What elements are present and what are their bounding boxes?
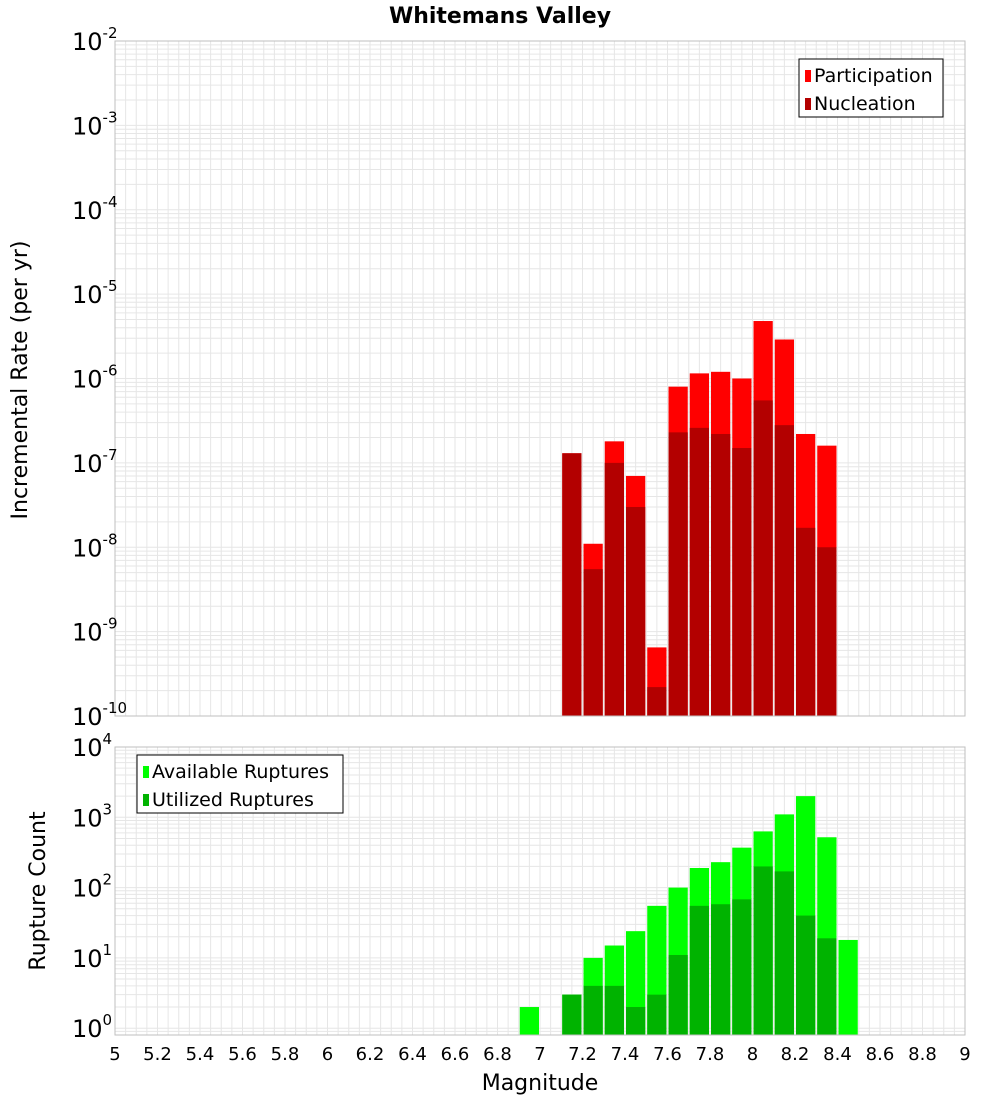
bar-utilized [626, 1007, 646, 1035]
bar-nucleation [711, 433, 731, 716]
x-tick-label: 6.8 [483, 1044, 512, 1065]
bar-available [838, 939, 858, 1035]
y-tick-label: 10-3 [72, 108, 118, 140]
bar-nucleation [668, 432, 688, 716]
bar-nucleation [604, 462, 624, 716]
bar-nucleation [732, 448, 752, 716]
legend-box [798, 58, 944, 118]
bar-utilized [796, 915, 816, 1035]
legend-1: Available Ruptures Utilized Ruptures [136, 754, 344, 814]
y-tick-label: 10-7 [72, 446, 118, 478]
y-tick-label: 10-9 [72, 615, 118, 647]
x-tick-label: 7.2 [568, 1044, 597, 1065]
legend-swatch [805, 70, 811, 82]
bar-utilized [732, 899, 752, 1035]
x-tick-label: 5.2 [143, 1044, 172, 1065]
x-tick-label: 8.8 [908, 1044, 937, 1065]
x-tick-label: 9 [959, 1044, 970, 1065]
x-tick-label: 8.2 [781, 1044, 810, 1065]
bar-nucleation [796, 527, 816, 716]
y-tick-label: 10-4 [72, 193, 118, 225]
x-tick-label: 8.4 [823, 1044, 852, 1065]
bar-nucleation [817, 547, 837, 716]
bar-utilized [711, 904, 731, 1035]
x-tick-label: 7.8 [696, 1044, 725, 1065]
bar-utilized [753, 866, 773, 1035]
legend-swatch [143, 766, 149, 778]
bar-nucleation [753, 400, 773, 716]
plot-frame [114, 40, 966, 717]
x-tick-label: 6.6 [441, 1044, 470, 1065]
x-tick-label: 6 [322, 1044, 333, 1065]
x-tick-label: 5 [109, 1044, 120, 1065]
y-tick-label: 10-10 [72, 699, 127, 731]
bar-nucleation [626, 506, 646, 716]
legend-label: Nucleation [814, 93, 916, 115]
bar-utilized [689, 905, 709, 1035]
x-tick-label: 5.4 [186, 1044, 215, 1065]
y-tick-label: 10-6 [72, 362, 118, 394]
y-tick-label: 101 [72, 941, 112, 973]
bar-nucleation [774, 425, 794, 716]
panel-1: 100 101 102 103 104 [72, 730, 966, 1043]
x-axis-label: Magnitude [482, 1071, 599, 1096]
x-tick-label: 5.8 [271, 1044, 300, 1065]
legend-swatch [805, 98, 811, 110]
bar-utilized [668, 954, 688, 1035]
bar-utilized [562, 994, 582, 1035]
y-tick-label: 102 [72, 871, 112, 903]
x-tick-label: 5.6 [228, 1044, 257, 1065]
legend-label: Utilized Ruptures [152, 789, 314, 811]
y-tick-label: 100 [72, 1011, 112, 1043]
x-tick-label: 7.6 [653, 1044, 682, 1065]
bar-utilized [774, 871, 794, 1035]
x-tick-label: 8 [747, 1044, 758, 1065]
bottom-y-axis-label: Rupture Count [26, 811, 51, 971]
panel-0: 10-10 10-9 10-8 10-7 10-6 10-5 10-4 10-3 10-2 [72, 24, 966, 731]
y-tick-label: 104 [72, 730, 112, 762]
x-tick-label: 7 [534, 1044, 545, 1065]
bar-utilized [604, 985, 624, 1035]
x-tick-label: 8.6 [866, 1044, 895, 1065]
bar-utilized [583, 985, 603, 1035]
bar-utilized [647, 994, 667, 1035]
legend-0: Participation Nucleation [798, 58, 944, 118]
top-y-axis-label: Incremental Rate (per yr) [8, 241, 33, 520]
bar-utilized [817, 938, 837, 1035]
y-tick-label: 10-2 [72, 24, 118, 56]
bar-nucleation [562, 453, 582, 716]
plot-frame [114, 746, 966, 1036]
y-tick-label: 103 [72, 800, 112, 832]
y-tick-label: 10-5 [72, 277, 118, 309]
chart-title: Whitemans Valley [389, 4, 611, 29]
legend-box [136, 754, 344, 814]
x-tick-label: 7.4 [611, 1044, 640, 1065]
x-tick-label: 6.4 [398, 1044, 427, 1065]
x-tick-label: 6.2 [356, 1044, 385, 1065]
legend-label: Available Ruptures [152, 761, 329, 783]
bar-nucleation [583, 569, 603, 716]
legend-swatch [143, 794, 149, 806]
legend-label: Participation [814, 65, 933, 87]
bar-nucleation [647, 687, 667, 716]
bar-nucleation [689, 427, 709, 716]
bar-available [519, 1007, 539, 1035]
y-tick-label: 10-8 [72, 530, 118, 562]
